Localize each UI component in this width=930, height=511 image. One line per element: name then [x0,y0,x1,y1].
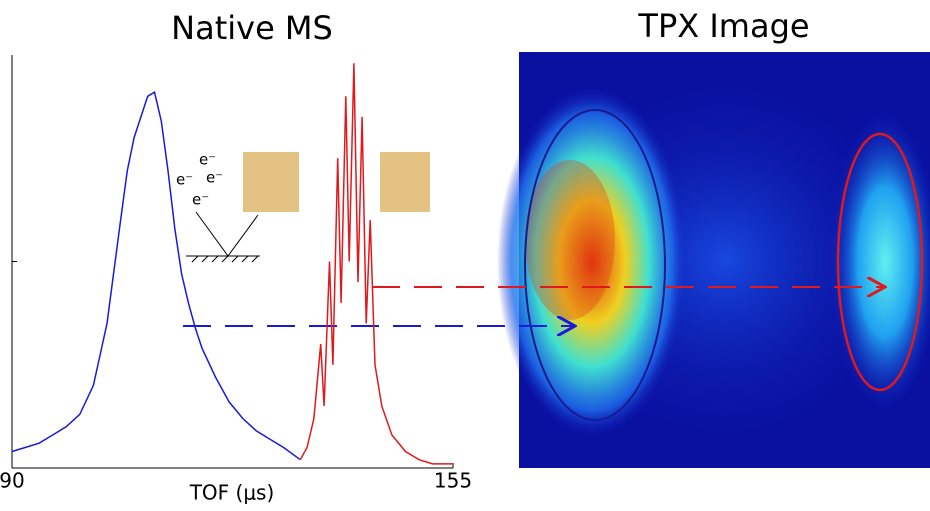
surface-sketch [186,152,430,263]
electron-label: e⁻ [192,191,209,209]
spectrum-line [11,91,301,461]
electron-label: e⁻ [199,151,216,169]
x-tick-label: 155 [434,469,472,493]
image-title: TPX Image [637,7,809,45]
electron-label: e⁻ [176,171,193,189]
x-tick-label: 90 [0,469,25,493]
x-axis-label: TOF (μs) [189,481,275,505]
detector-image [497,52,930,468]
chart-title: Native MS [171,9,333,47]
spectrum-line [299,63,453,465]
electron-label: e⁻ [206,169,223,187]
